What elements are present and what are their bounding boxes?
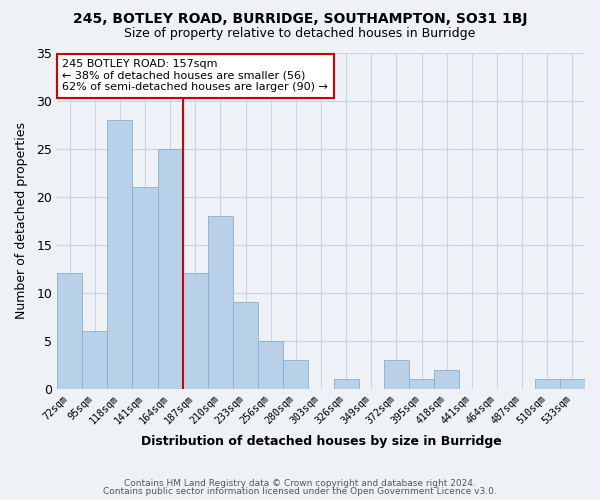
Bar bbox=[434, 370, 460, 389]
Text: 245 BOTLEY ROAD: 157sqm
← 38% of detached houses are smaller (56)
62% of semi-de: 245 BOTLEY ROAD: 157sqm ← 38% of detache… bbox=[62, 59, 328, 92]
Bar bbox=[82, 331, 107, 389]
Bar bbox=[183, 274, 208, 389]
Y-axis label: Number of detached properties: Number of detached properties bbox=[15, 122, 28, 319]
X-axis label: Distribution of detached houses by size in Burridge: Distribution of detached houses by size … bbox=[140, 434, 502, 448]
Bar bbox=[258, 340, 283, 389]
Bar bbox=[233, 302, 258, 389]
Bar bbox=[107, 120, 133, 389]
Text: Size of property relative to detached houses in Burridge: Size of property relative to detached ho… bbox=[124, 28, 476, 40]
Bar bbox=[208, 216, 233, 389]
Text: Contains HM Land Registry data © Crown copyright and database right 2024.: Contains HM Land Registry data © Crown c… bbox=[124, 478, 476, 488]
Bar bbox=[133, 187, 158, 389]
Bar bbox=[560, 379, 585, 389]
Bar bbox=[409, 379, 434, 389]
Bar bbox=[57, 274, 82, 389]
Text: Contains public sector information licensed under the Open Government Licence v3: Contains public sector information licen… bbox=[103, 487, 497, 496]
Bar bbox=[384, 360, 409, 389]
Bar bbox=[158, 148, 183, 389]
Bar bbox=[283, 360, 308, 389]
Text: 245, BOTLEY ROAD, BURRIDGE, SOUTHAMPTON, SO31 1BJ: 245, BOTLEY ROAD, BURRIDGE, SOUTHAMPTON,… bbox=[73, 12, 527, 26]
Bar bbox=[535, 379, 560, 389]
Bar bbox=[334, 379, 359, 389]
